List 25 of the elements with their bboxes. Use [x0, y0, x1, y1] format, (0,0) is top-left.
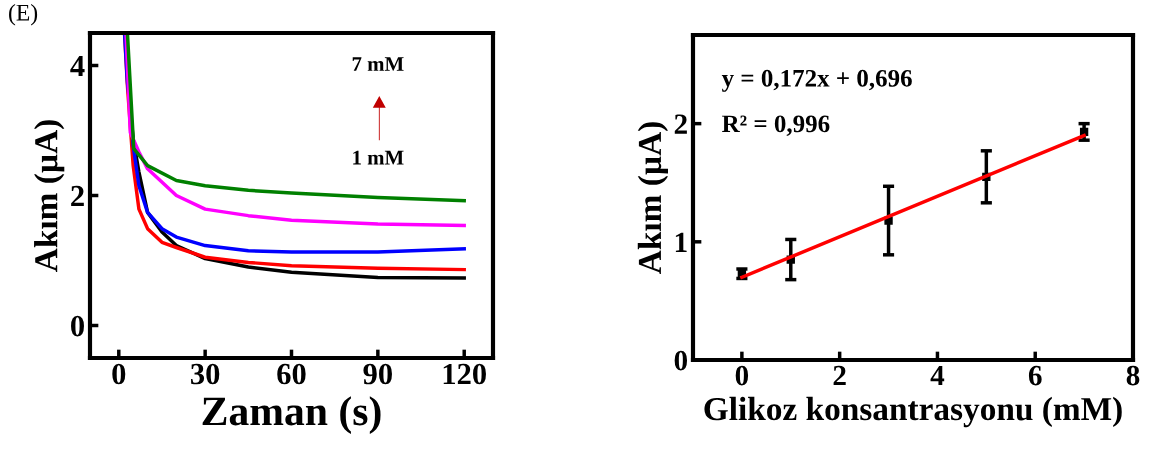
x-tick-label: 30 — [191, 363, 220, 385]
x-tick-label: 4 — [930, 365, 945, 386]
annotation: 7 mM — [352, 57, 404, 71]
annotation: 1 mM — [353, 150, 404, 165]
x-tick-label: 90 — [363, 363, 392, 385]
y-tick-label: 2 — [71, 185, 84, 207]
x-tick-label: 60 — [277, 363, 306, 385]
x-tick-label: 6 — [1028, 365, 1042, 386]
y-tick-label: 0 — [674, 350, 688, 371]
y-tick-label: 0 — [71, 315, 84, 337]
y-axis-title: Akım (µA) — [637, 122, 668, 274]
y-tick-label: 4 — [70, 55, 85, 77]
y-tick-label: 2 — [674, 114, 687, 134]
chart-title: (E) — [9, 4, 38, 26]
x-tick-label: 0 — [112, 363, 126, 385]
annotation: R² = 0,996 — [722, 115, 830, 136]
x-tick-label: 8 — [1126, 365, 1140, 386]
x-axis-title: Glikoz konsantrasyonu (mM) — [704, 396, 1122, 428]
y-tick-label: 1 — [675, 232, 687, 252]
x-tick-label: 120 — [443, 363, 486, 385]
x-axis-title: Zaman (s) — [202, 396, 381, 434]
annotation: y = 0,172x + 0,696 — [721, 69, 912, 92]
x-tick-label: 2 — [833, 365, 846, 386]
y-axis-title: Akım (µA) — [34, 120, 65, 272]
x-tick-label: 0 — [735, 365, 749, 386]
